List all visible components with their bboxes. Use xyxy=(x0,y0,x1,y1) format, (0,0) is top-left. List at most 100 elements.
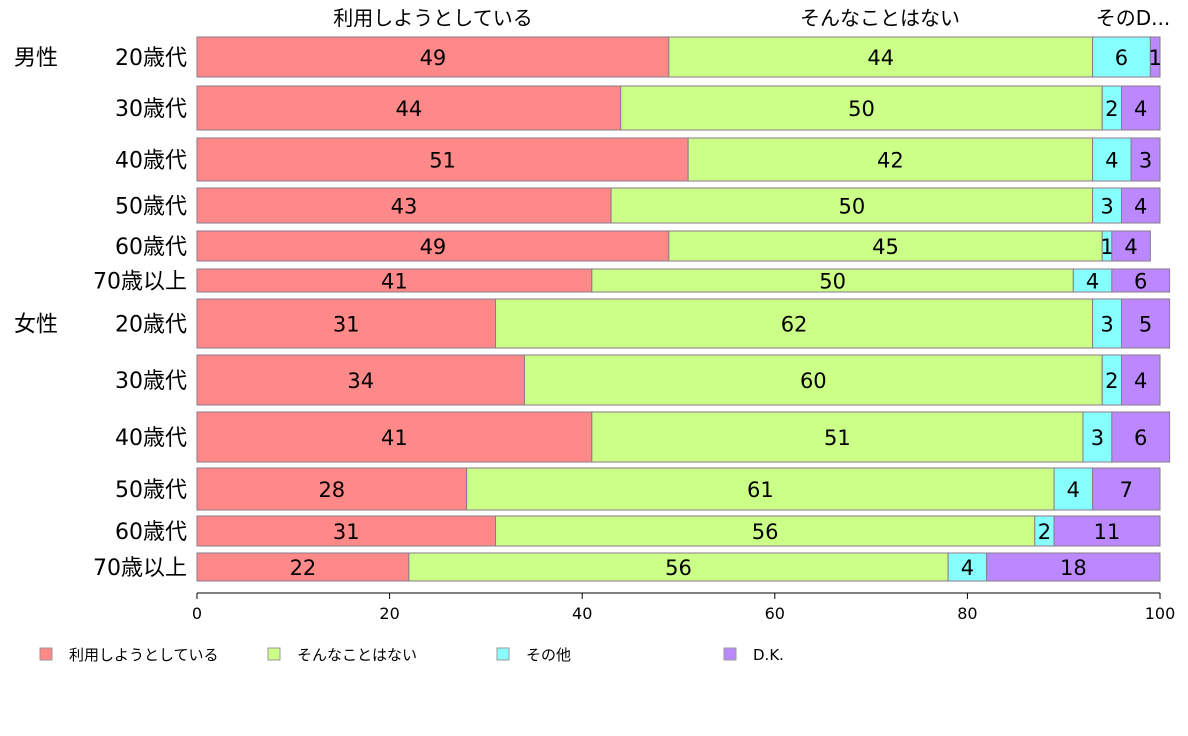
data-label: 34 xyxy=(347,369,374,393)
data-label: 4 xyxy=(1124,235,1137,259)
data-label: 31 xyxy=(333,520,360,544)
legend-swatch xyxy=(267,647,281,661)
row-label: 40歳代 xyxy=(115,149,187,174)
bar-segment xyxy=(1120,187,1161,224)
data-label: 18 xyxy=(1060,556,1087,580)
data-label: 2 xyxy=(1105,369,1118,393)
data-label: 51 xyxy=(429,149,456,173)
bar-segment xyxy=(620,85,1103,131)
x-tick-label: 20 xyxy=(379,604,399,623)
data-label: 61 xyxy=(747,478,774,502)
data-label: 22 xyxy=(290,556,317,580)
bar-segment xyxy=(196,552,410,582)
bar-segment xyxy=(1149,36,1161,78)
bar-segment xyxy=(1092,467,1161,511)
bar-segment xyxy=(1120,354,1161,406)
data-label: 4 xyxy=(1067,478,1080,502)
legend-swatch xyxy=(723,647,737,661)
x-tick-label: 40 xyxy=(572,604,592,623)
bar-segment xyxy=(1092,137,1132,182)
data-label: 44 xyxy=(867,46,894,70)
x-tick-label: 0 xyxy=(192,604,202,623)
row-label: 60歳代 xyxy=(115,235,187,260)
data-label: 11 xyxy=(1094,520,1121,544)
data-label: 43 xyxy=(391,195,418,219)
bar-segment xyxy=(495,298,1094,349)
row-label: 70歳以上 xyxy=(93,270,187,295)
data-label: 50 xyxy=(838,195,865,219)
data-label: 4 xyxy=(1134,369,1147,393)
bar-segment xyxy=(610,187,1094,224)
column-header: そのD... xyxy=(1096,6,1170,30)
data-label: 3 xyxy=(1100,195,1113,219)
legend-swatch xyxy=(39,647,53,661)
bar-segment xyxy=(668,230,1103,262)
bar-segment xyxy=(1111,230,1151,262)
row-label: 50歳代 xyxy=(115,195,187,220)
row-label: 20歳代 xyxy=(115,46,187,71)
data-label: 2 xyxy=(1038,520,1051,544)
group-label: 女性 xyxy=(14,313,58,338)
bar-segment xyxy=(687,137,1094,182)
row-label: 50歳代 xyxy=(115,478,187,503)
data-label: 41 xyxy=(381,270,408,294)
bar-segment xyxy=(196,411,593,463)
data-label: 50 xyxy=(819,270,846,294)
data-label: 1 xyxy=(1100,235,1113,259)
bar-segment xyxy=(196,354,525,406)
data-label: 6 xyxy=(1115,46,1128,70)
data-label: 31 xyxy=(333,313,360,337)
bar-segment xyxy=(668,36,1094,78)
column-header: 利用しようとしている xyxy=(333,6,532,30)
bar-segment xyxy=(986,552,1161,582)
data-label: 4 xyxy=(1105,149,1118,173)
data-label: 4 xyxy=(961,556,974,580)
legend-swatch xyxy=(496,647,510,661)
row-label: 20歳代 xyxy=(115,313,187,338)
data-label: 44 xyxy=(395,97,422,121)
bar-segment xyxy=(1120,298,1171,349)
bar-segment xyxy=(1120,85,1161,131)
data-label: 60 xyxy=(800,369,827,393)
bar-segment xyxy=(1053,515,1161,547)
data-label: 3 xyxy=(1139,149,1152,173)
bar-segment xyxy=(1082,411,1113,463)
row-label: 60歳代 xyxy=(115,520,187,545)
bar-segment xyxy=(1092,36,1151,78)
x-tick-label: 80 xyxy=(957,604,977,623)
data-label: 3 xyxy=(1091,426,1104,450)
legend-label: 利用しようとしている xyxy=(69,646,219,664)
data-label: 4 xyxy=(1086,270,1099,294)
data-label: 49 xyxy=(420,46,447,70)
data-label: 3 xyxy=(1100,313,1113,337)
bar-segment xyxy=(408,552,949,582)
data-label: 62 xyxy=(781,313,808,337)
bar-segment xyxy=(1111,268,1171,293)
row-label: 40歳代 xyxy=(115,426,187,451)
legend-label: そんなことはない xyxy=(297,646,417,664)
bar-segment xyxy=(591,411,1084,463)
data-label: 42 xyxy=(877,149,904,173)
bar-segment xyxy=(1092,298,1122,349)
bar-segment xyxy=(523,354,1103,406)
bar-segment xyxy=(196,137,689,182)
data-label: 28 xyxy=(318,478,345,502)
data-label: 6 xyxy=(1134,426,1147,450)
bar-segment xyxy=(196,187,612,224)
data-label: 41 xyxy=(381,426,408,450)
bar-segment xyxy=(196,36,670,78)
group-label: 男性 xyxy=(14,46,58,71)
row-label: 30歳代 xyxy=(115,97,187,122)
data-label: 50 xyxy=(848,97,875,121)
data-label: 49 xyxy=(420,235,447,259)
column-header: そんなことはない xyxy=(800,6,960,30)
data-label: 2 xyxy=(1105,97,1118,121)
bar-segment xyxy=(1130,137,1161,182)
data-label: 45 xyxy=(872,235,899,259)
data-label: 5 xyxy=(1139,313,1152,337)
row-label: 30歳代 xyxy=(115,369,187,394)
data-label: 6 xyxy=(1134,270,1147,294)
bar-segment xyxy=(495,515,1036,547)
row-label: 70歳以上 xyxy=(93,556,187,581)
